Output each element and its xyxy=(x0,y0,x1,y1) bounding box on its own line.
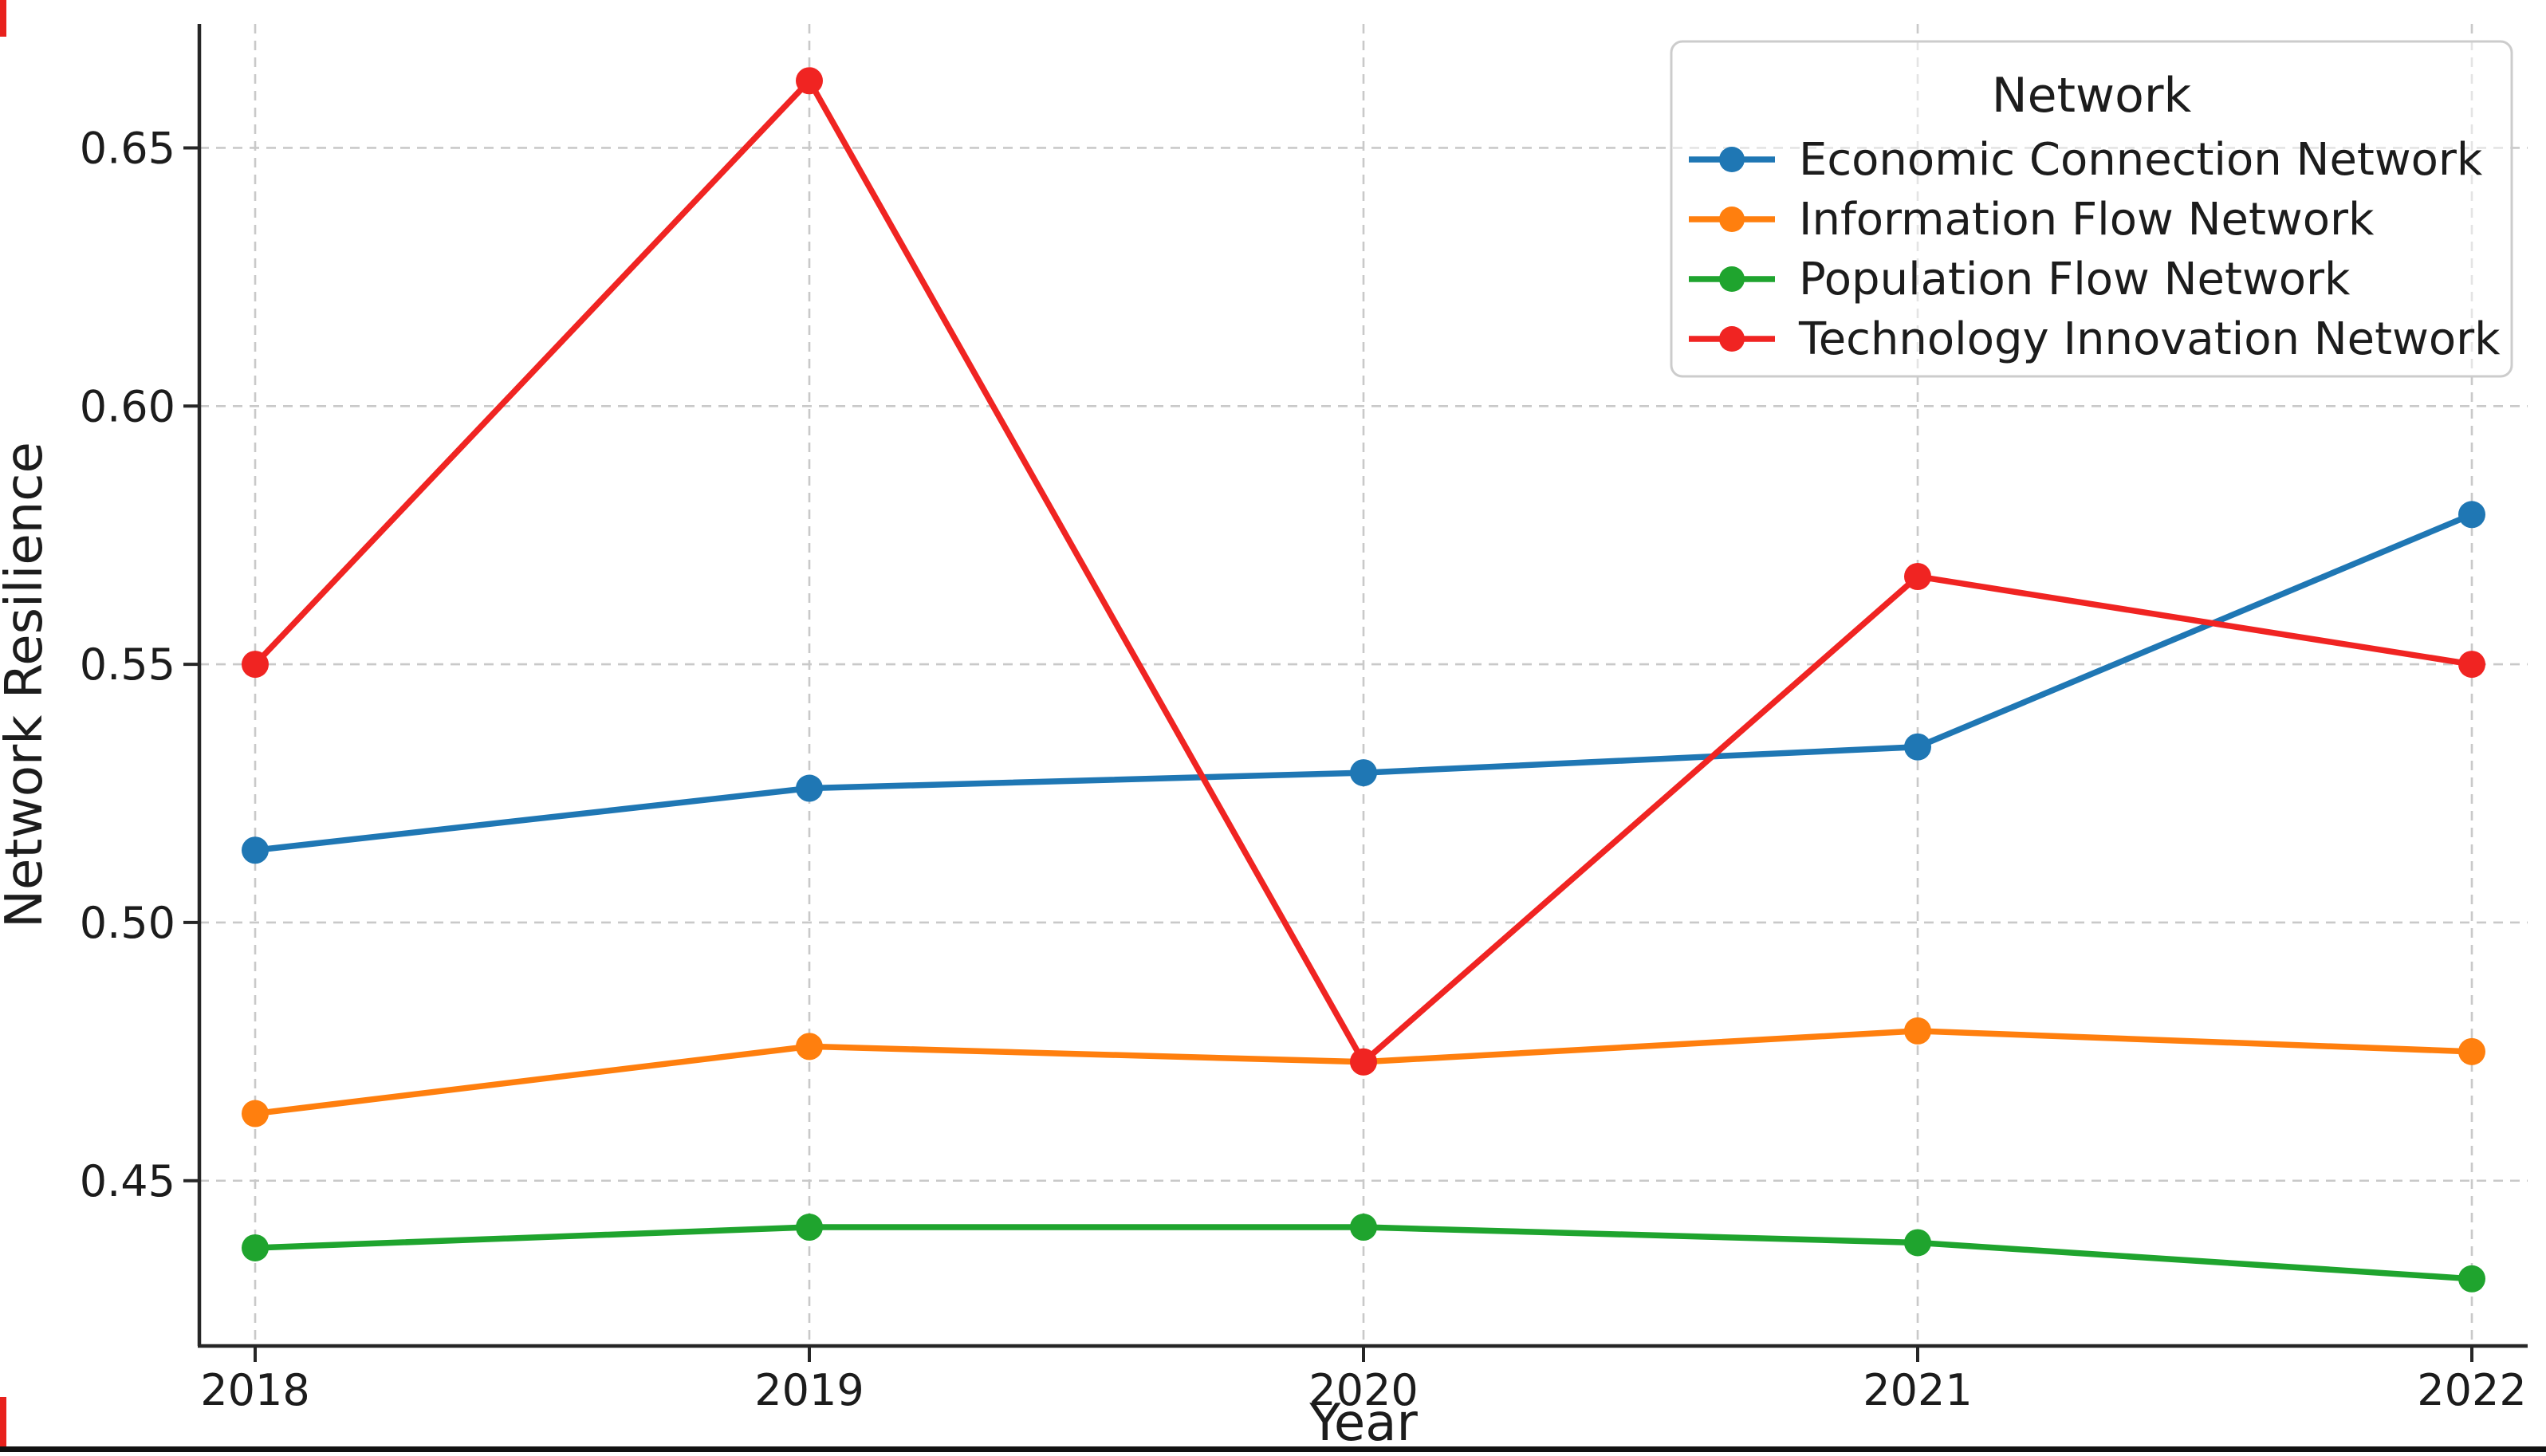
legend-item: Economic Connection Network xyxy=(1689,134,2483,186)
edge-artifact-top-left xyxy=(0,0,6,37)
legend: Network Economic Connection Network Infor… xyxy=(1670,40,2513,378)
edge-artifact-bottom-left xyxy=(0,1397,6,1446)
data-point-marker xyxy=(242,651,269,679)
data-point-marker xyxy=(2458,1265,2485,1293)
tick-labels: 0.45 0.50 0.55 0.60 0.65 2018 2019 2020 2021 2022 xyxy=(80,123,2527,1415)
data-point-marker xyxy=(242,836,269,864)
legend-item: Technology Innovation Network xyxy=(1689,313,2501,365)
data-point-marker xyxy=(1904,1017,1931,1045)
legend-marker xyxy=(1719,326,1745,352)
data-point-marker xyxy=(1904,733,1931,761)
data-point-marker xyxy=(1350,1048,1377,1076)
legend-marker xyxy=(1719,266,1745,292)
data-point-marker xyxy=(242,1100,269,1127)
legend-marker xyxy=(1719,147,1745,172)
data-point-marker xyxy=(1904,562,1931,590)
data-point-marker xyxy=(796,774,823,802)
data-point-marker xyxy=(1350,1214,1377,1242)
y-tick-label: 0.50 xyxy=(80,898,175,948)
edge-artifact-bottom-line xyxy=(0,1446,2546,1452)
legend-marker xyxy=(1719,207,1745,232)
data-point-marker xyxy=(796,1033,823,1061)
legend-item-label: Population Flow Network xyxy=(1799,254,2351,305)
y-axis-label: Network Resilience xyxy=(0,442,54,928)
data-point-marker xyxy=(1350,759,1377,787)
data-point-marker xyxy=(796,1214,823,1242)
data-point-marker xyxy=(796,67,823,95)
legend-item: Information Flow Network xyxy=(1689,194,2375,246)
legend-item-label: Technology Innovation Network xyxy=(1798,313,2501,365)
legend-item: Population Flow Network xyxy=(1689,254,2351,305)
axes xyxy=(183,24,2528,1362)
legend-title: Network xyxy=(1992,68,2192,124)
data-point-marker xyxy=(2458,651,2485,679)
data-point-marker xyxy=(2458,501,2485,529)
data-point-marker xyxy=(2458,1037,2485,1065)
y-tick-label: 0.60 xyxy=(80,381,175,431)
y-tick-label: 0.65 xyxy=(80,123,175,173)
data-point-marker xyxy=(242,1234,269,1261)
y-tick-label: 0.55 xyxy=(80,639,175,690)
x-tick-label: 2018 xyxy=(200,1365,309,1415)
x-tick-label: 2021 xyxy=(1863,1365,1972,1415)
x-tick-label: 2020 xyxy=(1308,1365,1418,1415)
legend-item-label: Information Flow Network xyxy=(1799,194,2375,246)
data-point-marker xyxy=(1904,1229,1931,1257)
legend-item-label: Economic Connection Network xyxy=(1799,134,2483,186)
legend-box xyxy=(1670,40,2513,378)
x-tick-label: 2022 xyxy=(2417,1365,2526,1415)
legend-items: Economic Connection Network Information F… xyxy=(1689,134,2501,365)
x-axis-label: Year xyxy=(1308,1394,1418,1453)
data-series xyxy=(242,67,2485,1293)
y-tick-label: 0.45 xyxy=(80,1156,175,1206)
x-tick-label: 2019 xyxy=(754,1365,864,1415)
